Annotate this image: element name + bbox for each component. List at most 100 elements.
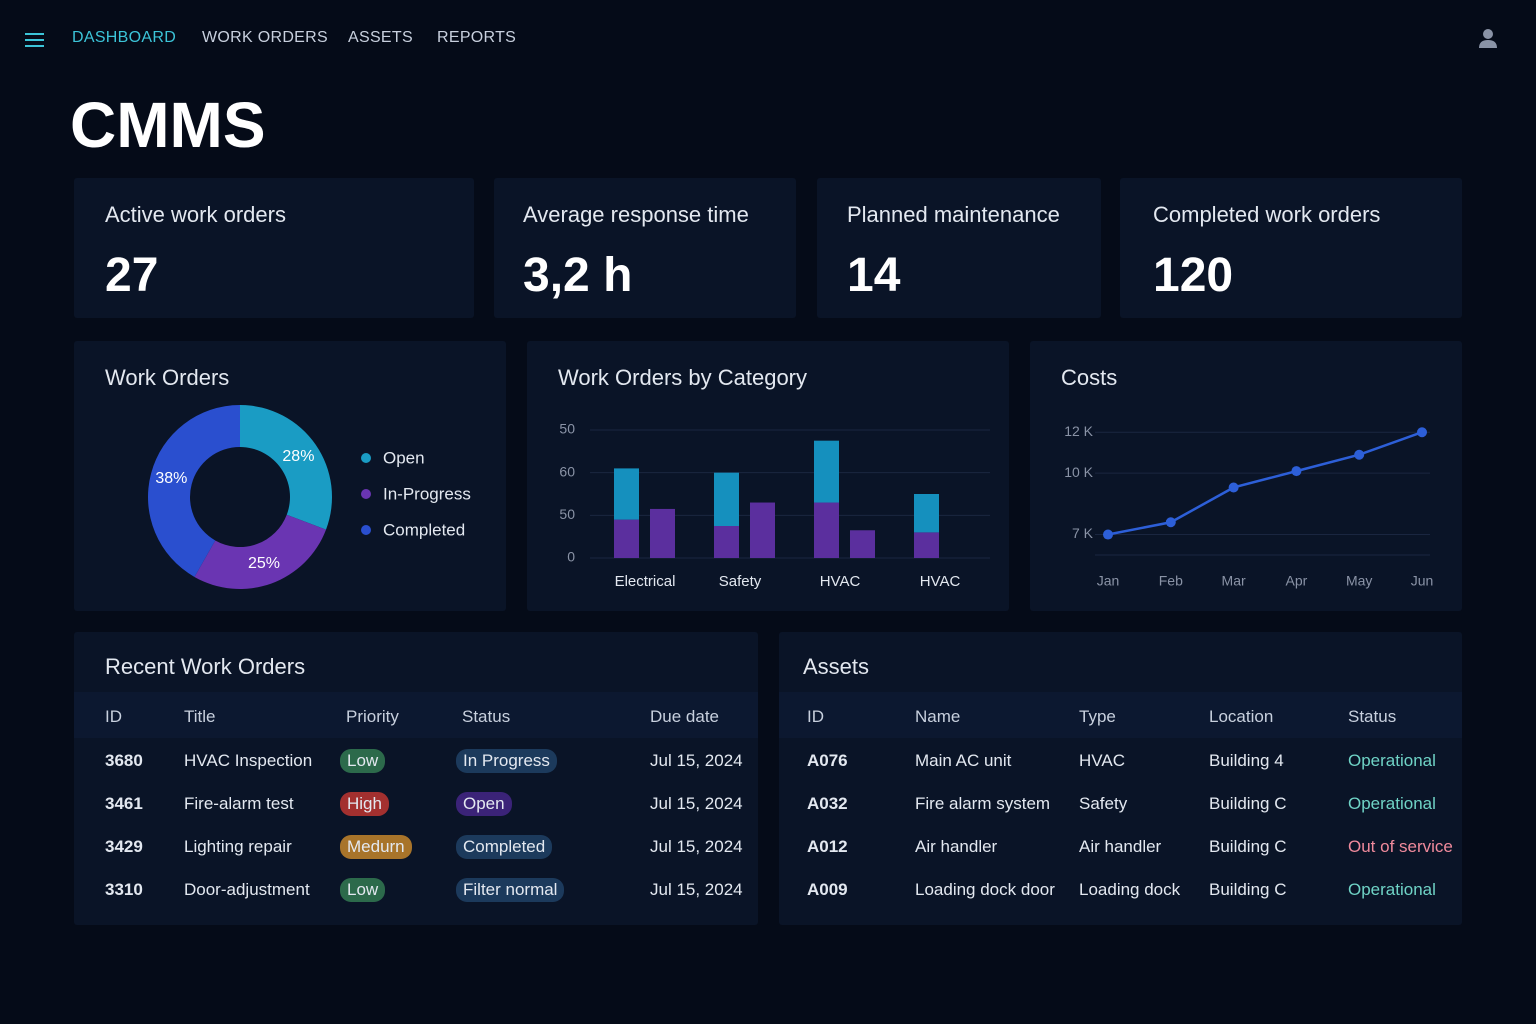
table-cell: Fire-alarm test	[184, 794, 294, 813]
table-cell: 3429	[105, 837, 143, 856]
user-icon[interactable]	[1476, 26, 1500, 50]
x-tick-label: Mar	[1222, 573, 1246, 589]
table-cell: In Progress	[456, 749, 557, 773]
x-tick-label: Jan	[1097, 573, 1120, 589]
table-cell: Jul 15, 2024	[650, 794, 743, 813]
y-tick-label: 7 K	[1072, 525, 1094, 541]
menu-icon[interactable]	[24, 30, 46, 50]
table-cell: Jul 15, 2024	[650, 751, 743, 770]
chart-card: Costs	[1030, 341, 1462, 611]
kpi-label: Planned maintenance	[847, 202, 1060, 227]
line	[1107, 431, 1423, 536]
data-label: 38%	[155, 470, 187, 487]
line-marker	[1103, 529, 1113, 540]
column-header: Priority	[346, 707, 399, 726]
column-header: Type	[1079, 707, 1116, 726]
table-cell: High	[340, 792, 389, 816]
table-cell: Loading dock	[1079, 880, 1181, 899]
table-card: Assets ID Name Type Location Status A076 Main …	[779, 632, 1462, 925]
table-cell: Air handler	[1079, 837, 1162, 856]
kpi-value: 120	[1153, 249, 1234, 302]
table-cell: Building C	[1209, 794, 1287, 813]
table-cell: Low	[340, 878, 386, 902]
table-header	[779, 692, 1462, 738]
legend-label: Open	[383, 448, 425, 467]
bar	[814, 440, 839, 503]
table-card: Recent Work Orders ID Title Priority Status…	[74, 632, 758, 925]
table-cell: Building C	[1209, 837, 1287, 856]
data-label: 25%	[248, 555, 280, 572]
y-tick-label: 12 K	[1064, 423, 1093, 439]
table-cell: Door-adjustment	[184, 880, 310, 899]
table-cell: 3310	[105, 880, 143, 899]
kpi-card: Average response time 3,2 h	[494, 178, 796, 318]
pie-slice	[240, 405, 332, 530]
x-tick-label: HVAC	[920, 573, 961, 590]
table-cell: Operational	[1348, 880, 1436, 899]
y-tick-label: 60	[559, 463, 575, 479]
bar	[914, 494, 939, 533]
x-tick-label: HVAC	[820, 573, 861, 590]
chart-title: Work Orders by Category	[558, 365, 808, 390]
nav-item[interactable]: ASSETS	[348, 29, 413, 46]
x-tick-label: Electrical	[615, 573, 676, 590]
table-cell: Completed	[456, 835, 553, 859]
column-header: Status	[462, 707, 511, 726]
table-cell: Building 4	[1209, 751, 1284, 770]
table-cell: Fire alarm system	[915, 794, 1051, 813]
legend-marker	[361, 525, 371, 535]
table-cell: Building C	[1209, 880, 1287, 899]
table-cell: Jul 15, 2024	[650, 837, 743, 856]
column-header: Location	[1209, 707, 1274, 726]
table-cell: Jul 15, 2024	[650, 880, 743, 899]
kpi-value: 27	[105, 249, 159, 302]
nav-item[interactable]: DASHBOARD	[72, 29, 177, 46]
kpi-value: 3,2 h	[523, 249, 633, 302]
x-tick-label: Feb	[1159, 573, 1183, 589]
table-cell: A012	[807, 837, 848, 856]
x-tick-label: Jun	[1411, 573, 1434, 589]
page-title: CMMS	[70, 89, 266, 161]
table-cell: HVAC Inspection	[184, 751, 313, 770]
nav-item[interactable]: REPORTS	[437, 29, 517, 46]
table-title: Assets	[803, 654, 870, 679]
pie-slice	[194, 514, 327, 589]
bar	[914, 532, 939, 558]
bar	[714, 472, 739, 526]
table-cell: A009	[807, 880, 848, 899]
table-cell: Out of service	[1348, 837, 1453, 856]
column-header: Title	[184, 707, 216, 726]
column-header: Name	[915, 707, 961, 726]
table-title: Recent Work Orders	[105, 654, 306, 679]
nav-item[interactable]: WORK ORDERS	[202, 29, 328, 46]
column-header: ID	[105, 707, 122, 726]
x-tick-label: Safety	[719, 573, 762, 590]
line-marker	[1291, 466, 1302, 477]
table-cell: Operational	[1348, 794, 1436, 813]
line-marker	[1354, 449, 1365, 460]
bar	[650, 508, 675, 558]
bar	[714, 526, 739, 558]
table-cell: Operational	[1348, 751, 1436, 770]
bar	[614, 468, 639, 520]
chart-title: Costs	[1061, 365, 1118, 390]
data-label: 28%	[282, 448, 314, 465]
y-tick-label: 10 K	[1064, 464, 1093, 480]
bar	[750, 502, 775, 558]
table-cell: HVAC	[1079, 751, 1125, 770]
kpi-label: Completed work orders	[1153, 202, 1381, 227]
kpi-card: Planned maintenance 14	[817, 178, 1101, 318]
kpi-label: Average response time	[523, 202, 749, 227]
column-header: Due date	[650, 707, 719, 726]
x-tick-label: Apr	[1286, 573, 1308, 589]
table-cell: Main AC unit	[915, 751, 1012, 770]
legend-label: In-Progress	[383, 484, 471, 503]
table-cell: Safety	[1079, 794, 1128, 813]
chart-card: Work Orders by Category	[527, 341, 1009, 611]
table-cell: 3461	[105, 794, 143, 813]
kpi-card: Completed work orders 120	[1120, 178, 1462, 318]
column-header: ID	[807, 707, 824, 726]
table-cell: Medurn	[340, 835, 412, 859]
table-cell: 3680	[105, 751, 143, 770]
